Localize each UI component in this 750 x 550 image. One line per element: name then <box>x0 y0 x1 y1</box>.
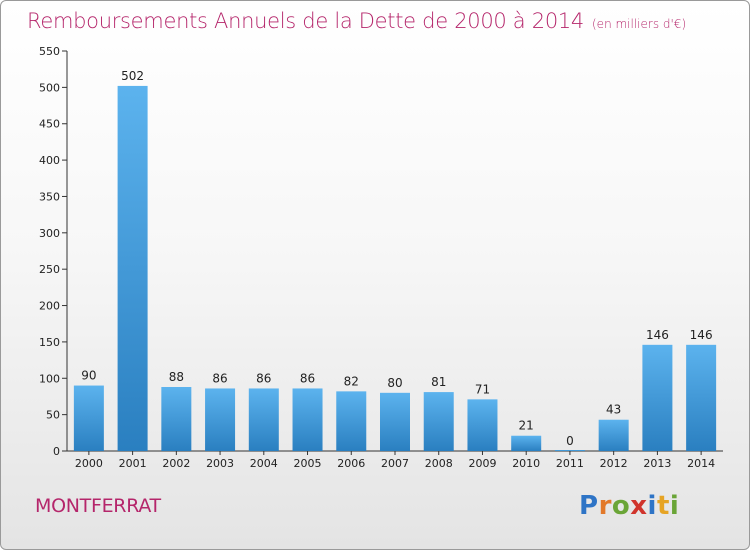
bar-2000 <box>73 385 104 451</box>
brand-letter: o <box>611 491 631 521</box>
bar-2008 <box>423 392 454 451</box>
chart-subtitle: (en milliers d'€) <box>592 17 687 31</box>
y-tick-label: 400 <box>39 154 60 167</box>
value-label-2002: 88 <box>169 370 184 384</box>
bar-2010 <box>511 435 542 451</box>
value-label-2006: 82 <box>344 374 359 388</box>
bar-2009 <box>467 399 498 451</box>
x-tick-label-2006: 2006 <box>337 457 365 470</box>
y-tick-label: 50 <box>46 409 60 422</box>
bar-2002 <box>161 387 192 451</box>
y-tick-label: 300 <box>39 227 60 240</box>
value-label-2004: 86 <box>256 371 271 385</box>
bar-2007 <box>380 392 410 451</box>
bar-2003 <box>205 388 236 451</box>
x-axis: 2000 2001 2002 2003 2004 2005 2006 2007 2008 2009… <box>67 450 723 470</box>
brand-letter: i <box>647 491 657 521</box>
y-tick-label: 100 <box>39 372 60 385</box>
brand-letter: x <box>630 491 648 521</box>
value-label-2005: 86 <box>300 371 315 385</box>
value-label-2010: 21 <box>519 419 534 433</box>
x-tick-label-2014: 2014 <box>687 457 715 470</box>
y-tick-label: 500 <box>39 81 60 94</box>
x-tick-label-2002: 2002 <box>162 457 190 470</box>
x-tick-label-2012: 2012 <box>600 457 628 470</box>
bar-2006 <box>336 391 367 451</box>
value-labels-group: 90 502 88 86 86 86 82 80 81 71 21 0 43 146 146 <box>81 69 712 448</box>
x-tick-label-2010: 2010 <box>512 457 540 470</box>
x-tick-label-2004: 2004 <box>250 457 278 470</box>
bar-2005 <box>292 388 323 451</box>
y-tick-label: 350 <box>39 190 60 203</box>
chart-title-text: Remboursements Annuels de la Dette de 20… <box>27 9 584 33</box>
value-label-2009: 71 <box>475 382 490 396</box>
y-axis: 0 50 100 150 200 250 300 350 400 450 500 550 <box>39 45 68 458</box>
bar-2001 <box>117 85 148 451</box>
value-label-2014: 146 <box>690 328 713 342</box>
value-label-2007: 80 <box>387 376 402 390</box>
brand-letter: t <box>656 491 670 521</box>
x-tick-label-2001: 2001 <box>119 457 147 470</box>
y-tick-label: 150 <box>39 336 60 349</box>
bars-group <box>73 85 717 451</box>
y-tick-label: 550 <box>39 45 60 58</box>
x-tick-label-2008: 2008 <box>425 457 453 470</box>
value-label-2011: 0 <box>566 434 574 448</box>
brand-letter: i <box>669 491 680 521</box>
bar-2013 <box>642 344 673 451</box>
bar-2014 <box>686 344 717 451</box>
brand-logo: Proxiti <box>579 491 679 521</box>
value-label-2012: 43 <box>606 403 621 417</box>
y-tick-label: 450 <box>39 118 60 131</box>
value-label-2008: 81 <box>431 375 446 389</box>
x-tick-label-2003: 2003 <box>206 457 234 470</box>
brand-letter: r <box>598 491 612 521</box>
x-tick-label-2007: 2007 <box>381 457 409 470</box>
value-label-2001: 502 <box>121 69 144 83</box>
chart-title: Remboursements Annuels de la Dette de 20… <box>27 9 686 33</box>
y-tick-label: 0 <box>53 445 60 458</box>
place-name: MONTFERRAT <box>35 495 161 517</box>
bar-2004 <box>248 388 279 451</box>
y-tick-label: 250 <box>39 263 60 276</box>
x-tick-label-2011: 2011 <box>556 457 584 470</box>
y-tick-label: 200 <box>39 300 60 313</box>
brand-letter: P <box>579 491 599 521</box>
x-tick-label-2005: 2005 <box>294 457 322 470</box>
x-tick-label-2000: 2000 <box>75 457 103 470</box>
value-label-2000: 90 <box>81 369 96 383</box>
value-label-2013: 146 <box>646 328 669 342</box>
bar-2012 <box>598 419 629 451</box>
value-label-2003: 86 <box>212 371 227 385</box>
x-tick-label-2009: 2009 <box>468 457 496 470</box>
bar-2011 <box>554 450 585 451</box>
x-tick-label-2013: 2013 <box>643 457 671 470</box>
